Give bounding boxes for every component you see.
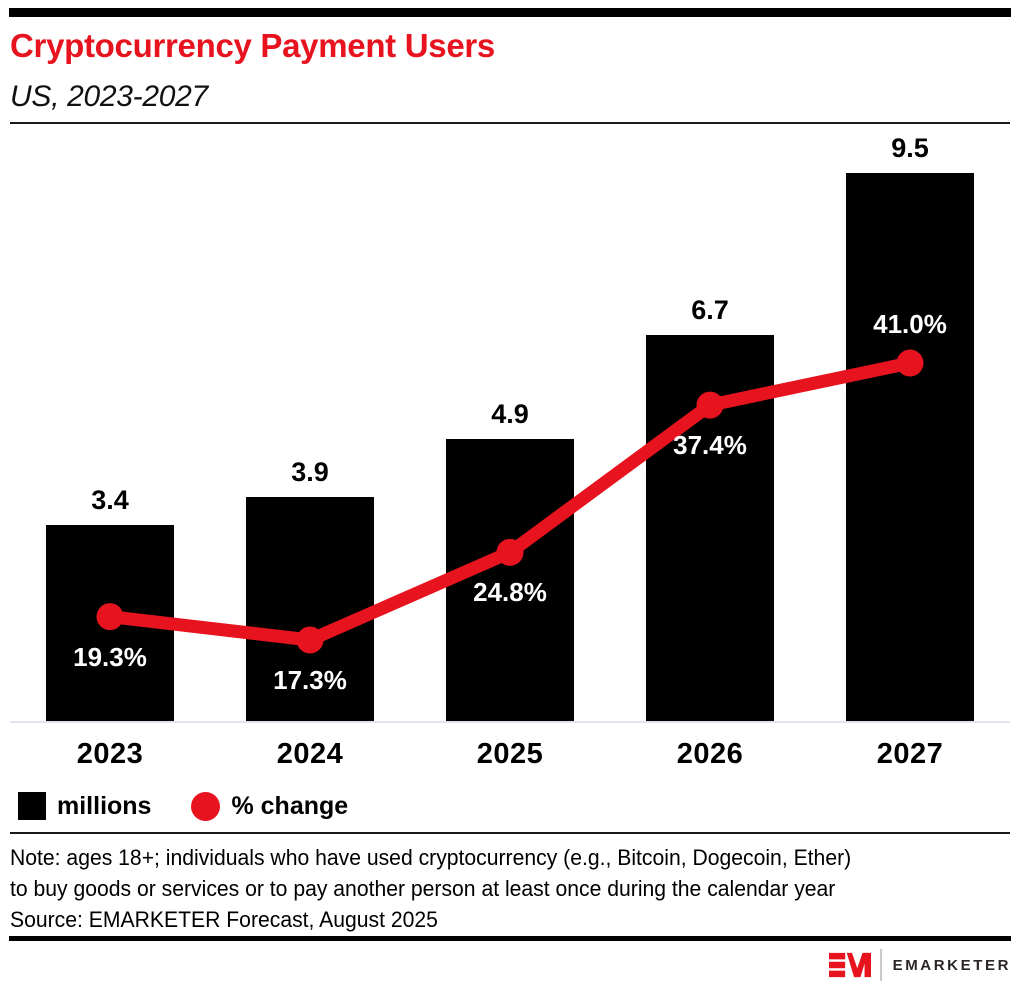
legend-label-millions: millions xyxy=(57,791,152,820)
pct-label-2025: 24.8% xyxy=(473,577,547,608)
line-point-2027 xyxy=(896,349,924,377)
bar-value-label-2025: 4.9 xyxy=(491,399,529,429)
x-axis-line xyxy=(10,721,1010,723)
bar-2025 xyxy=(446,439,574,722)
bar-value-label-2024: 3.9 xyxy=(291,457,329,487)
legend-item-millions: millions xyxy=(18,792,151,821)
line-point-2025 xyxy=(496,538,524,566)
x-axis-label-2025: 2025 xyxy=(476,738,544,770)
bar-value-label-2027: 9.5 xyxy=(891,133,929,163)
legend: millions % change xyxy=(18,790,348,822)
bar-value-label-2023: 3.4 xyxy=(91,485,129,515)
pct-label-2023: 19.3% xyxy=(73,641,147,672)
pct-change-swatch-icon xyxy=(191,791,221,821)
x-axis-label-2026: 2026 xyxy=(676,738,744,770)
source-line: Source: EMARKETER Forecast, August 2025 xyxy=(10,907,438,932)
millions-swatch-icon xyxy=(18,792,46,820)
pct-label-2027: 41.0% xyxy=(873,309,947,340)
combo-chart: 3.4 3.9 4.9 6.7 9.5 19.3% 17.3% 24.8% 37.4% 41.0% xyxy=(0,133,1020,722)
footnote-block: Note: ages 18+; individuals who have use… xyxy=(10,842,1006,935)
legend-item-pct-change: % change xyxy=(191,791,349,821)
bar-2027 xyxy=(846,173,974,722)
x-axis-label-2027: 2027 xyxy=(876,738,944,770)
pct-change-line xyxy=(96,349,924,654)
line-point-2024 xyxy=(296,626,324,654)
top-border-bar xyxy=(9,8,1011,17)
line-point-2026 xyxy=(696,391,724,419)
logo-wordmark: EMARKETER xyxy=(892,956,1011,974)
x-axis-label-2024: 2024 xyxy=(276,738,344,770)
em-monogram-icon xyxy=(828,952,871,978)
header-divider xyxy=(10,122,1010,124)
note-line-1: Note: ages 18+; individuals who have use… xyxy=(10,845,852,870)
note-line-2: to buy goods or services or to pay anoth… xyxy=(10,876,836,901)
bar-value-label-2026: 6.7 xyxy=(691,295,729,325)
logo-divider xyxy=(879,949,882,981)
pct-label-2026: 37.4% xyxy=(673,430,747,461)
bar-2024 xyxy=(246,497,374,722)
emarketer-logo: EMARKETER xyxy=(828,949,1011,981)
x-axis-labels: 2023 2024 2025 2026 2027 xyxy=(0,738,1020,770)
line-point-2023 xyxy=(96,603,124,631)
footnote-divider xyxy=(10,832,1010,834)
legend-label-pct-change: % change xyxy=(231,791,349,820)
page-subtitle: US, 2023-2027 xyxy=(10,80,208,113)
pct-label-2024: 17.3% xyxy=(273,665,347,695)
bottom-border-bar xyxy=(9,936,1011,941)
page-title: Cryptocurrency Payment Users xyxy=(10,27,495,64)
x-axis-label-2023: 2023 xyxy=(76,738,144,770)
